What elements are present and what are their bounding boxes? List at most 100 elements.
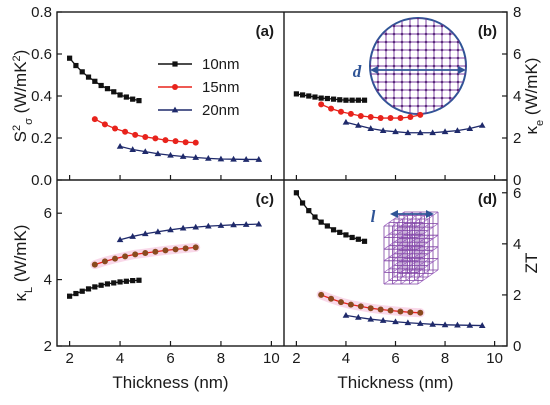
lattice-node [432,80,436,84]
lattice-node [392,18,396,20]
lattice-node [408,88,412,92]
lattice-line [409,246,430,262]
lattice-node [408,96,412,100]
lattice-node [370,96,372,100]
data-point [152,248,159,255]
data-point [172,246,179,253]
data-point [85,74,92,80]
lattice-node [376,32,380,36]
lattice-node [440,72,444,76]
series-line-20nm [119,145,259,161]
lattice-node [400,88,404,92]
lattice-node [400,72,404,76]
lattice-node [464,88,466,92]
lattice-node [392,80,396,84]
data-point [205,222,212,229]
lattice-node [424,40,428,44]
lattice-node [408,72,412,76]
lattice-line [417,223,439,238]
lattice-node [416,32,420,36]
lattice-line [383,246,405,262]
series-line-20nm [345,121,483,134]
lattice-node [448,104,452,108]
x-tick-label: 2 [65,350,73,367]
data-point [112,125,119,132]
lattice-node [448,64,452,68]
lattice-line [400,246,422,262]
lattice-node [384,88,388,92]
lattice-node [416,104,420,108]
data-point [337,229,343,235]
data-point [230,221,237,228]
y-axis-title-part: S [11,131,30,142]
legend-label: 10nm [202,56,240,73]
panel-d [293,190,486,328]
y-tick-label: 0 [513,338,521,355]
lattice-line [409,223,430,238]
panel-tag: (a) [256,23,274,40]
data-point [404,319,412,326]
legend: 10nm 15nm 20nm [158,56,240,119]
data-point [117,92,123,98]
data-point [141,148,149,155]
lattice-node [432,24,436,28]
data-point [306,208,312,214]
data-point [101,121,108,128]
y-tick-label: 8 [513,4,521,21]
lattice-node [370,32,372,36]
y-axis-title-part: κ [11,292,30,301]
lattice-node [400,24,404,28]
lattice-node [384,32,388,36]
lattice-node [464,24,466,28]
lattice-node [440,56,444,60]
data-point [379,317,387,323]
y-axis-title-part: (W/mK [11,61,30,118]
data-point [318,101,325,108]
lattice-line [409,234,430,250]
lattice-node [400,18,404,20]
lattice-node [408,64,412,68]
data-point [466,125,474,131]
data-point [230,155,237,162]
data-point [141,230,149,237]
lattice-node [432,88,436,92]
lattice-node [392,24,396,28]
lattice-node [400,80,404,84]
lattice-node [408,32,412,36]
lattice-line [383,223,405,238]
data-point [387,307,394,314]
data-point [429,129,436,136]
lattice-node [440,18,444,20]
panel-a [67,55,263,162]
y-axis-title-part: 2 [11,125,23,131]
lattice-node [440,48,444,52]
data-point [205,154,212,161]
data-point [330,96,337,102]
data-point [324,223,330,229]
lattice-node [392,104,396,108]
lattice-node [456,112,460,114]
lattice-node [424,88,428,92]
data-point [392,318,399,325]
lattice-node [440,32,444,36]
lattice-node [392,112,396,114]
lattice-line [400,258,422,273]
lattice-node [440,24,444,28]
data-point [79,69,85,75]
data-point [466,321,474,328]
y-tick-label: 2 [44,338,52,355]
lattice-node [464,112,466,114]
data-point [67,55,73,61]
y-axis-title-part: (W/mK) [11,225,30,287]
y-tick-label: 6 [513,46,521,63]
data-point [318,219,324,225]
data-point [182,139,189,146]
lattice-node [392,72,396,76]
data-point [85,286,92,292]
lattice-node [392,40,396,44]
lattice-node [370,40,372,44]
lattice-node [464,18,466,20]
data-point [337,97,343,103]
lattice-node [376,18,380,20]
